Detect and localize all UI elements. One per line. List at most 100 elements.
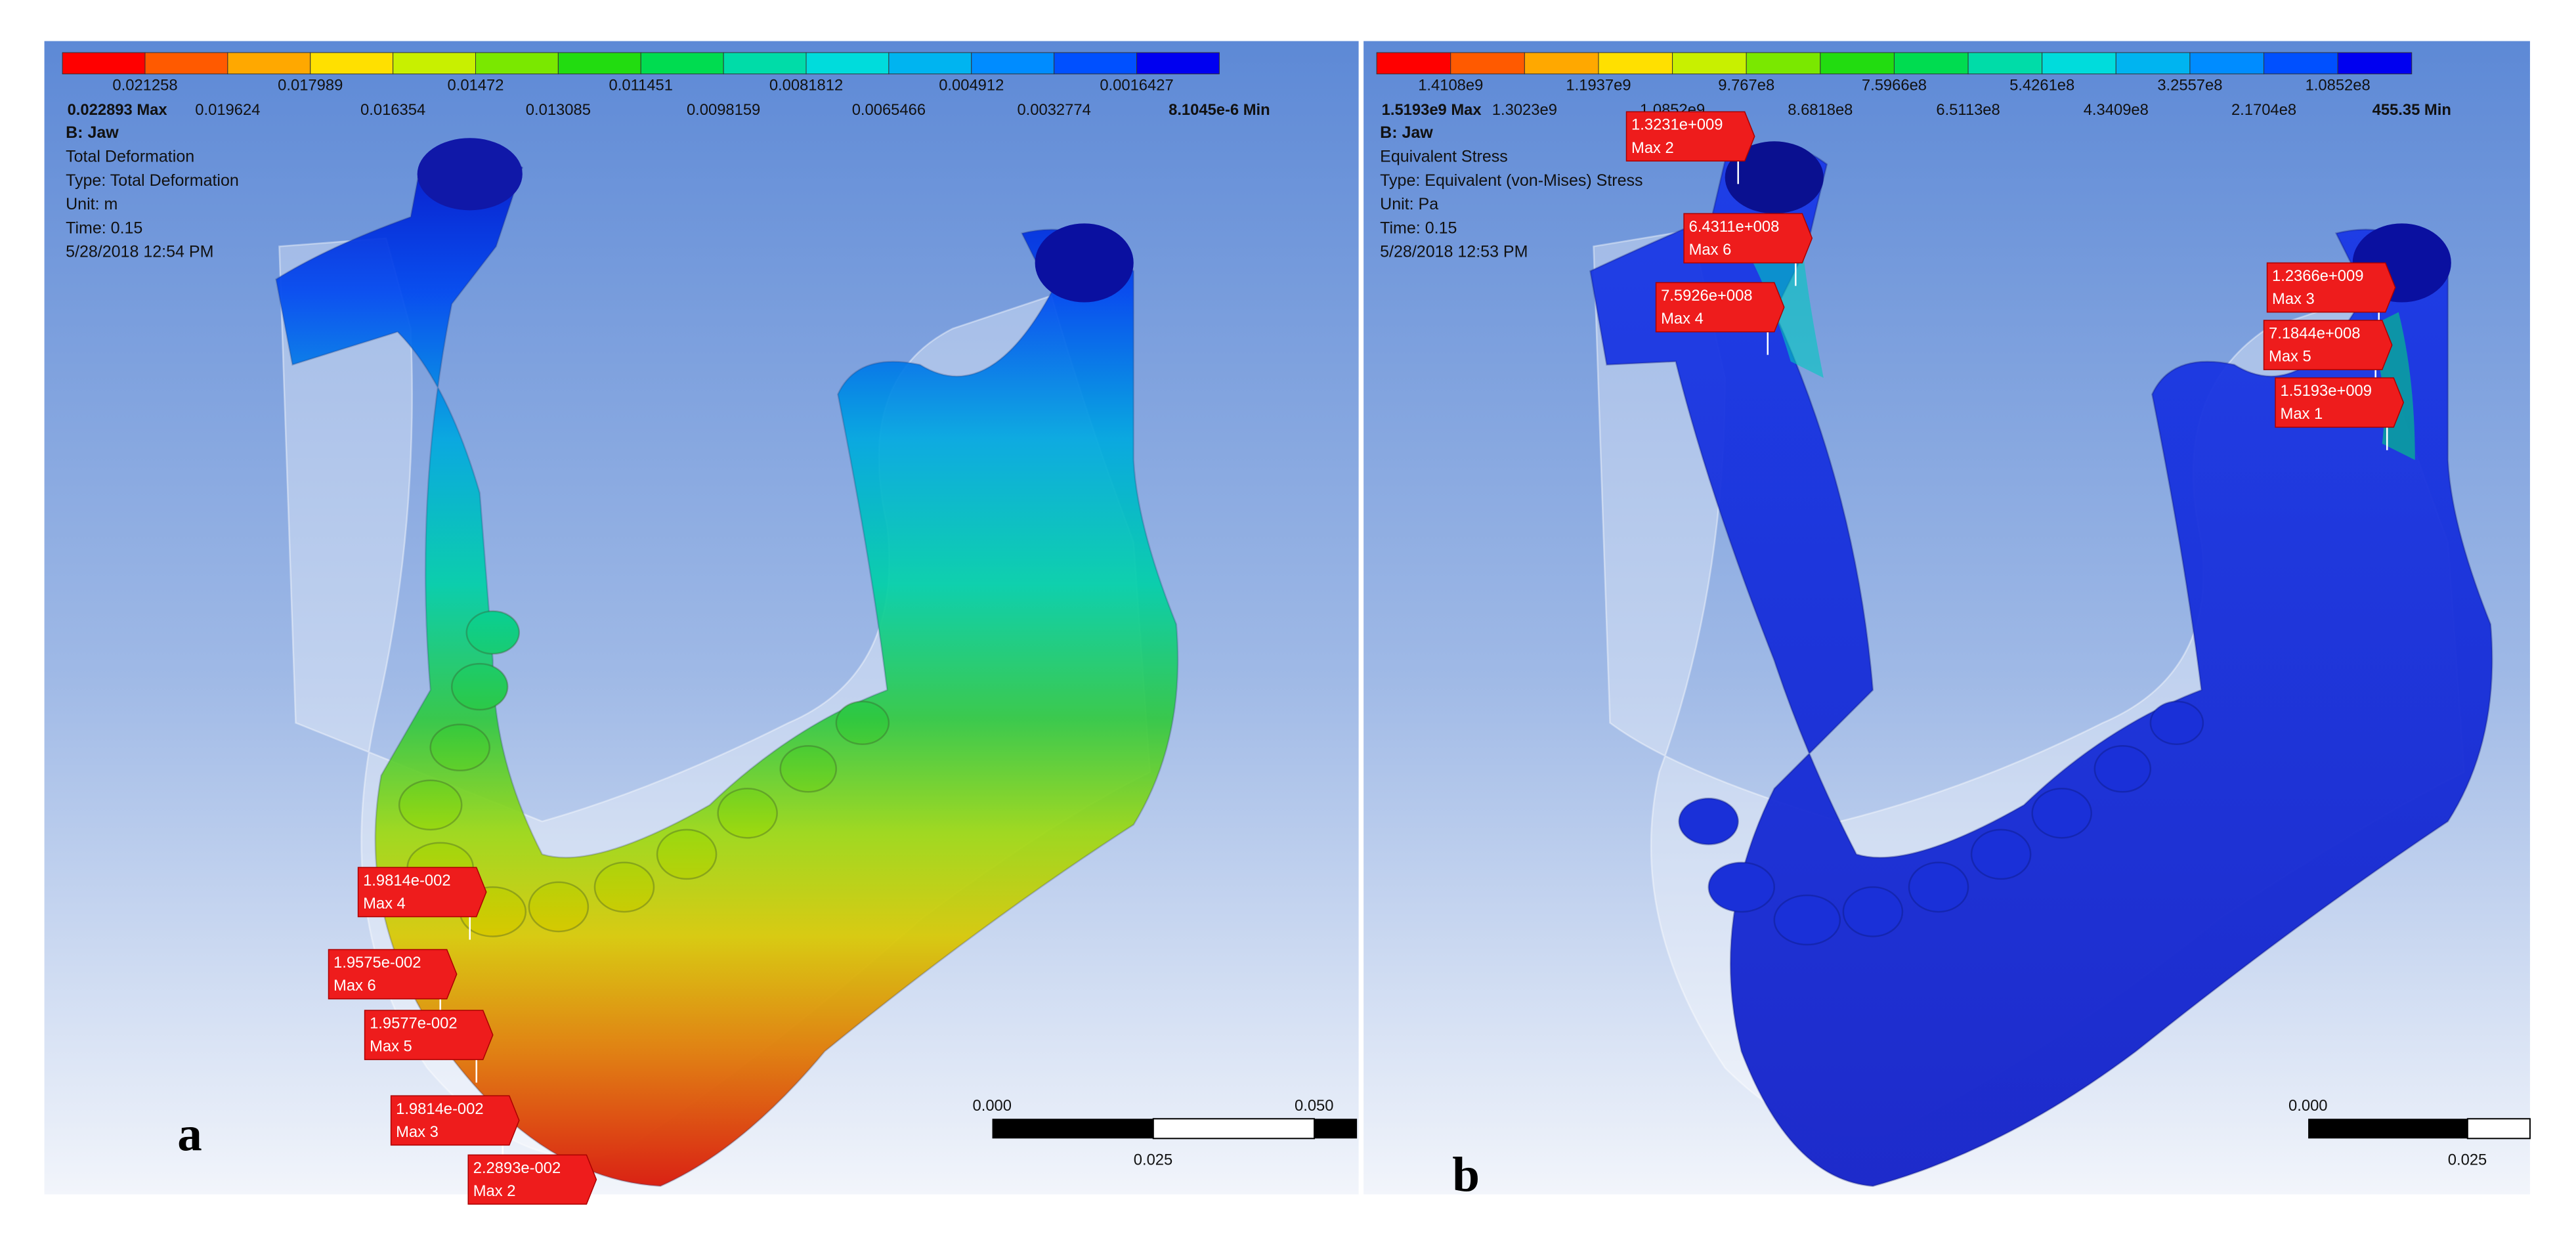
legend-color — [2189, 52, 2265, 75]
probe: 7.5926e+008 Max 4 — [1655, 282, 1785, 355]
probe-name: Max 3 — [396, 1123, 439, 1141]
probe-name: Max 2 — [1631, 139, 1674, 157]
probe-value: 2.2893e-002 — [473, 1159, 561, 1177]
probe-value: 6.4311e+008 — [1689, 218, 1780, 236]
info-line: Equivalent Stress — [1380, 148, 1508, 166]
probe-box — [2266, 262, 2396, 313]
panel-letter: b — [1452, 1147, 1480, 1202]
legend-label: 1.0852e8 — [2306, 77, 2371, 95]
probe: 1.2366e+009 Max 3 — [2266, 262, 2396, 335]
info-line: Time: 0.15 — [1380, 219, 1457, 237]
legend-label: 0.0098159 — [687, 101, 760, 119]
info-line: Unit: m — [66, 195, 118, 213]
probe-name: Max 4 — [1661, 310, 1704, 328]
legend-color — [1746, 52, 1821, 75]
legend-color — [1450, 52, 1525, 75]
legend-label: 1.4108e9 — [1418, 77, 1483, 95]
legend-color — [1376, 52, 1451, 75]
legend-color — [144, 52, 228, 75]
scale-label: 0.000 — [973, 1097, 1012, 1115]
legend-color — [1598, 52, 1673, 75]
probe: 1.9814e-002 Max 4 — [357, 867, 487, 940]
info-line: Total Deformation — [66, 148, 194, 166]
probe-box — [357, 867, 487, 918]
overlay: 0.021258 0.017989 0.01472 0.011451 0.0081812… — [62, 52, 2531, 1228]
info-line: 5/28/2018 12:53 PM — [1380, 243, 1528, 261]
probe: 1.3231e+009 Max 2 — [1625, 111, 1755, 184]
probe-name: Max 1 — [2281, 405, 2323, 423]
probe: 1.9577e-002 Max 5 — [364, 1010, 494, 1083]
legend-color — [475, 52, 559, 75]
legend-color — [2115, 52, 2191, 75]
probe: 1.9575e-002 Max 6 — [328, 949, 458, 1022]
probe-value: 7.1844e+008 — [2269, 325, 2360, 343]
legend-label: 0.01472 — [448, 77, 504, 95]
probe-value: 1.2366e+009 — [2272, 267, 2363, 285]
probe-box — [1625, 111, 1755, 162]
legend-label: 9.767e8 — [1718, 77, 1774, 95]
legend-color — [1820, 52, 1895, 75]
probe-box — [2263, 320, 2393, 370]
probe-box — [364, 1010, 494, 1060]
legend-label: 8.6818e8 — [1788, 101, 1853, 119]
probe-name: Max 5 — [370, 1038, 412, 1056]
scale-bar-black — [1314, 1119, 1358, 1139]
probe-name: Max 5 — [2269, 348, 2311, 366]
probe: 6.4311e+008 Max 6 — [1683, 213, 1813, 286]
info-line: 5/28/2018 12:54 PM — [66, 243, 213, 261]
scale-bar-white — [2466, 1118, 2531, 1140]
panel-letter: a — [177, 1107, 202, 1161]
legend-color — [2337, 52, 2413, 75]
jaw-a — [275, 138, 1179, 1188]
info-line: B: Jaw — [1380, 123, 1433, 142]
probe: 1.5193e+009 Max 1 — [2275, 377, 2405, 450]
probe: 1.9814e-002 Max 3 — [390, 1095, 520, 1168]
legend-color — [1967, 52, 2043, 75]
legend-color — [723, 52, 807, 75]
probe-value: 7.5926e+008 — [1661, 287, 1752, 305]
probe-name: Max 6 — [333, 977, 376, 995]
probe-name: Max 6 — [1689, 241, 1732, 259]
scale-label: 0.025 — [2448, 1151, 2487, 1168]
legend-color — [310, 52, 394, 75]
legend-label: 455.35 Min — [2372, 101, 2451, 119]
probe-box — [1683, 213, 1813, 264]
legend-label: 3.2557e8 — [2157, 77, 2222, 95]
legend-label: 0.013085 — [526, 101, 591, 119]
scale-label: 0.000 — [2288, 1097, 2327, 1115]
legend-color — [1054, 52, 1138, 75]
scale-label: 0.025 — [1134, 1151, 1172, 1168]
probe-value: 1.5193e+009 — [2281, 382, 2372, 400]
legend-color — [1524, 52, 1599, 75]
legend-color — [2264, 52, 2338, 75]
legend-label: 0.0032774 — [1017, 101, 1090, 119]
probe: 2.2893e-002 Max 2 — [467, 1154, 597, 1228]
legend-color — [971, 52, 1055, 75]
legend-color — [227, 52, 311, 75]
legend-label: 0.016354 — [360, 101, 425, 119]
legend-color — [557, 52, 641, 75]
legend-label: 0.0016427 — [1100, 77, 1173, 95]
probe-name: Max 3 — [2272, 290, 2315, 308]
legend-color — [1672, 52, 1747, 75]
legend-label: 0.011451 — [609, 77, 673, 95]
probe-value: 1.9814e-002 — [396, 1100, 483, 1118]
legend-color — [1893, 52, 1969, 75]
probe-value: 1.9577e-002 — [370, 1015, 457, 1033]
legend-label: 0.0065466 — [852, 101, 926, 119]
legend-label: 1.1937e9 — [1566, 77, 1631, 95]
probe-box — [328, 949, 458, 1000]
legend-color — [2042, 52, 2116, 75]
legend-label: 7.5966e8 — [1862, 77, 1927, 95]
probe-box — [1655, 282, 1785, 333]
legend-color — [805, 52, 890, 75]
legend-color — [62, 52, 146, 75]
info-line: Time: 0.15 — [66, 219, 142, 237]
probe-box — [2275, 377, 2405, 428]
info-line: Unit: Pa — [1380, 195, 1438, 213]
probe-value: 1.9814e-002 — [363, 872, 450, 889]
scale-bar-white — [1152, 1118, 1316, 1140]
legend-label: 0.0081812 — [769, 77, 843, 95]
legend-color — [1136, 52, 1220, 75]
